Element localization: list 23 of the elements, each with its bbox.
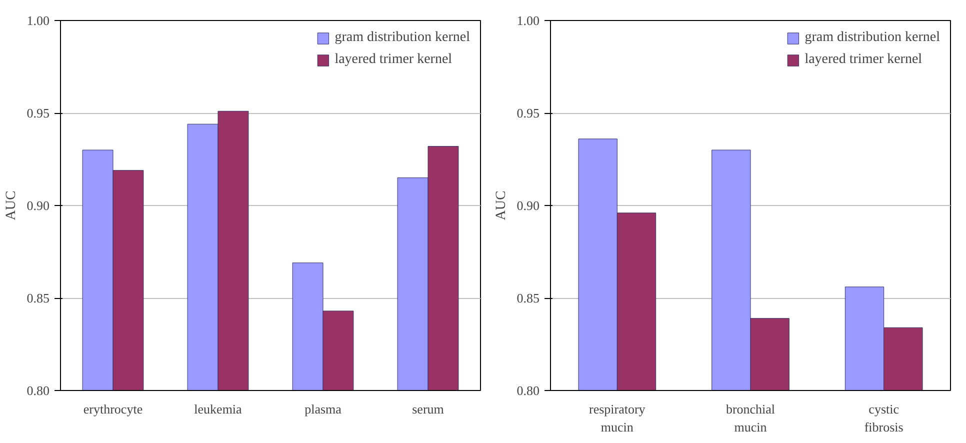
legend-label: layered trimer kernel [804, 52, 922, 68]
y-axis-title: AUC [494, 190, 509, 220]
legend-label: layered trimer kernel [334, 52, 452, 68]
x-tick-label: serum [412, 402, 444, 416]
y-tick-label: 0.85 [516, 290, 540, 306]
x-tick-label: bronchial mucin [726, 402, 776, 434]
y-tick-label: 0.90 [26, 198, 50, 213]
x-tick-label: cystic fibrosis [864, 402, 904, 434]
y-tick-label: 1.00 [516, 13, 540, 28]
x-tick-label: leukemia [194, 402, 242, 416]
x-tick-label: plasma [304, 402, 342, 416]
y-tick-label: 1.00 [26, 13, 50, 28]
y-tick-label: 0.85 [26, 290, 50, 306]
y-tick-label: 0.80 [26, 383, 50, 398]
y-tick-label: 0.95 [26, 106, 50, 120]
y-axis-title: AUC [4, 190, 19, 220]
legend-label: gram distribution kernel [334, 30, 470, 46]
x-tick-label: respiratory mucin [589, 402, 646, 434]
legend-label: gram distribution kernel [804, 30, 940, 46]
x-tick-label: erythrocyte [83, 402, 143, 416]
y-tick-label: 0.90 [516, 198, 540, 213]
y-tick-label: 0.80 [516, 383, 540, 398]
y-tick-label: 0.95 [516, 106, 540, 120]
